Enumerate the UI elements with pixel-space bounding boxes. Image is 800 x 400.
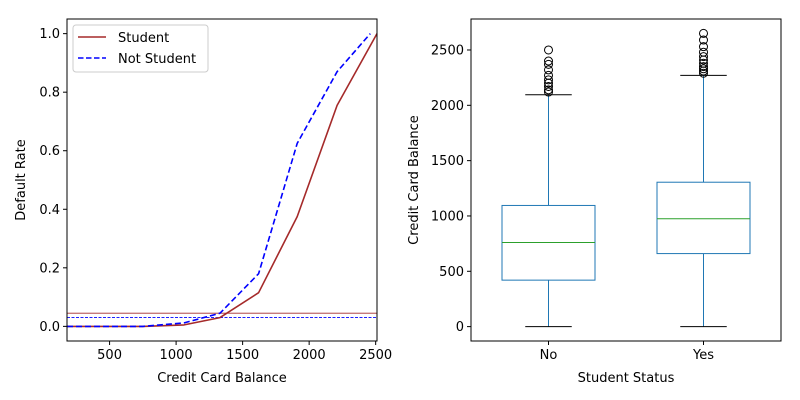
outlier-point-no	[544, 81, 553, 91]
legend-label-student: Student	[118, 31, 169, 46]
box-plot-y-ticks: 0 500 1000 1500 2000 2500	[431, 43, 471, 335]
box-plot-marks	[501, 28, 751, 328]
y-tick-label: 0.0	[39, 320, 60, 335]
outlier-point-yes	[699, 42, 708, 52]
box-plot-y-axis-title: Credit Card Balance	[407, 115, 422, 245]
outlier-point-no	[544, 87, 553, 97]
y-tick-label: 0.8	[39, 86, 60, 101]
line-chart-x-ticks: 500 1000 1500 2000 2500	[97, 341, 392, 363]
y-tick-label: 1000	[431, 209, 464, 224]
x-tick-label: 2000	[293, 348, 326, 363]
y-tick-label: 0.4	[39, 203, 60, 218]
outlier-point-no	[544, 65, 553, 75]
outlier-point-no	[544, 75, 553, 85]
series-line-not-student	[67, 33, 371, 328]
y-tick-label: 0.2	[39, 261, 60, 276]
box-yes	[656, 181, 751, 255]
outlier-point-no	[544, 45, 553, 55]
legend: Student Not Student	[72, 24, 209, 73]
outlier-point-yes	[699, 35, 708, 45]
line-chart-marks	[67, 33, 378, 328]
x-tick-label: 500	[97, 348, 122, 363]
line-chart-y-axis-title: Default Rate	[14, 139, 29, 220]
outlier-point-yes	[699, 28, 708, 38]
x-tick-label: 2500	[359, 348, 392, 363]
outlier-point-yes	[699, 58, 708, 68]
legend-label-not-student: Not Student	[118, 52, 196, 67]
y-tick-label: 1.0	[39, 27, 60, 42]
y-tick-label: 2500	[431, 43, 464, 58]
box-plot-panel: No Yes 0 500 1000 1500 2000 2500 Student Statu…	[407, 18, 782, 386]
outlier-point-yes	[699, 68, 708, 78]
x-tick-label: 1000	[160, 348, 193, 363]
box-plot-x-ticks: No Yes	[540, 341, 714, 363]
box-plot-x-axis-title: Student Status	[578, 371, 675, 386]
line-chart-y-ticks: 0.0 0.2 0.4 0.6 0.8 1.0	[39, 27, 67, 335]
x-tick-label-no: No	[540, 348, 558, 363]
outlier-point-no	[544, 85, 553, 95]
x-tick-label-yes: Yes	[692, 348, 714, 363]
line-chart-frame	[66, 18, 378, 342]
box-plot-frame	[470, 18, 782, 342]
y-tick-label: 0	[456, 320, 464, 335]
legend-box	[72, 24, 209, 73]
y-tick-label: 2000	[431, 99, 464, 114]
outlier-point-yes	[699, 64, 708, 74]
line-chart-panel: 500 1000 1500 2000 2500 0.0 0.2 0.4 0.6 0.8 1.0 C…	[14, 18, 392, 386]
outlier-point-yes	[699, 52, 708, 62]
outlier-point-no	[544, 56, 553, 66]
outlier-point-no	[544, 70, 553, 80]
x-tick-label: 1500	[226, 348, 259, 363]
outlier-point-yes	[699, 62, 708, 72]
y-tick-label: 1500	[431, 154, 464, 169]
outlier-point-yes	[699, 47, 708, 57]
outlier-point-no	[544, 59, 553, 69]
y-tick-label: 0.6	[39, 144, 60, 159]
line-chart-x-axis-title: Credit Card Balance	[157, 371, 287, 386]
y-tick-label: 500	[439, 265, 464, 280]
